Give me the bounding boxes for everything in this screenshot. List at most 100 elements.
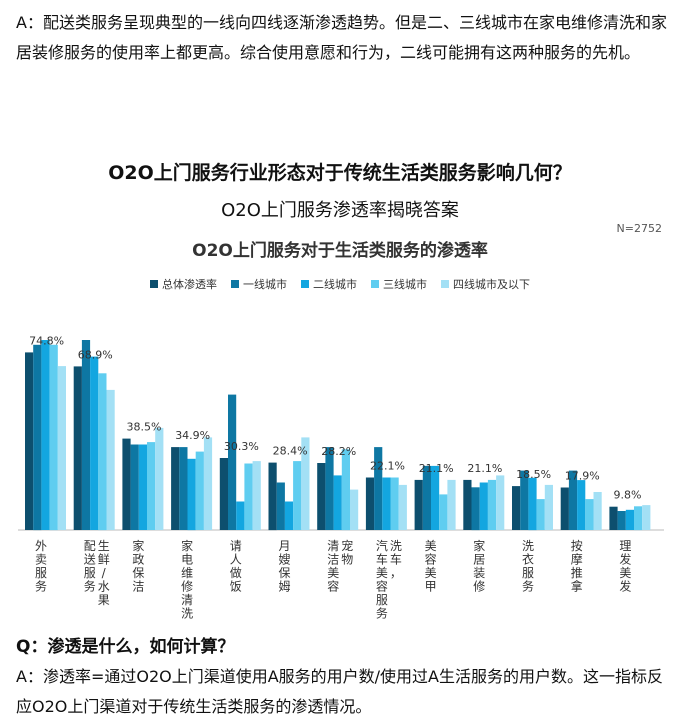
bar (244, 463, 253, 530)
chart-heading: O2O上门服务对于生活类服务的渗透率 (192, 241, 488, 261)
bar (609, 506, 618, 530)
legend-swatch (371, 280, 379, 288)
bar (642, 505, 651, 530)
category-label: 家居装修 (473, 538, 485, 594)
bar (187, 458, 196, 531)
sample-size: N=2752 (616, 222, 662, 235)
bar (228, 394, 237, 530)
bar (301, 437, 310, 530)
bar (293, 461, 302, 530)
bar (325, 447, 334, 530)
bar (520, 470, 529, 530)
bar (463, 479, 472, 530)
bar (33, 344, 42, 531)
category-label: 家电维修清洗 (181, 538, 193, 621)
bar (284, 501, 294, 530)
bar (195, 451, 204, 530)
bar (487, 479, 497, 530)
legend-swatch (231, 280, 239, 288)
bar (634, 506, 643, 531)
bar (57, 366, 66, 530)
category-label: 宠物 (341, 538, 353, 567)
chart-title: O2O上门服务行业形态对于传统生活类服务影响几何？ (108, 162, 572, 184)
legend-label: 一线城市 (243, 278, 287, 291)
data-label: 9.8% (614, 489, 642, 502)
bar (106, 389, 115, 530)
legend-swatch (441, 280, 449, 288)
legend-item: 四线城市及以下 (441, 276, 530, 292)
data-label: 18.5% (516, 468, 551, 481)
bar (219, 458, 228, 530)
category-label: 理发美发 (619, 539, 631, 594)
category-label: 洗衣服务 (522, 539, 534, 594)
legend-item: 一线城市 (231, 276, 287, 292)
chart-subtitle: O2O上门服务渗透率揭晓答案 (221, 200, 459, 221)
legend-item: 总体渗透率 (150, 276, 217, 292)
bar (73, 366, 82, 530)
bar (512, 486, 521, 530)
bar (155, 427, 164, 530)
bar (568, 470, 578, 530)
data-label: 38.5% (127, 421, 162, 434)
bar (203, 437, 213, 530)
bar (252, 461, 261, 530)
legend-label: 三线城市 (383, 278, 427, 291)
bar (414, 479, 423, 530)
bar (49, 344, 58, 531)
bar (130, 444, 139, 530)
bar (122, 438, 131, 530)
bar (374, 447, 383, 530)
bar (625, 509, 634, 530)
bar (479, 482, 488, 530)
bar (341, 449, 350, 531)
bar (147, 442, 156, 530)
legend-swatch (301, 280, 309, 288)
data-label: 68.9% (78, 348, 113, 361)
bar (593, 492, 602, 530)
category-label: 汽车美容服务 (376, 538, 388, 621)
legend-label: 总体渗透率 (162, 278, 217, 291)
answer-paragraph: A：渗透率=通过O2O上门渠道使用A服务的用户数/使用过A生活服务的用户数。这一… (16, 667, 664, 716)
bar (422, 465, 431, 530)
data-label: 22.1% (370, 460, 405, 473)
bar (471, 487, 480, 531)
bar (25, 352, 34, 530)
bar (439, 494, 448, 530)
legend-item: 三线城市 (371, 276, 427, 292)
bar (365, 477, 375, 530)
bar (81, 340, 91, 530)
bar (560, 487, 569, 530)
category-label: 美容美甲 (425, 539, 437, 594)
data-label: 21.1% (419, 462, 454, 475)
category-label: 配送服务 (84, 539, 96, 594)
data-label: 28.2% (321, 445, 356, 458)
bar (268, 462, 277, 531)
category-label: 按摩推拿 (571, 539, 583, 594)
bar (431, 465, 440, 530)
data-label: 74.8% (29, 334, 64, 347)
category-label: 请人做饭 (230, 539, 242, 594)
bar (138, 444, 147, 530)
bar (536, 499, 545, 530)
bar (41, 340, 50, 530)
bar (496, 475, 505, 530)
category-label: 家政保洁 (132, 538, 144, 594)
data-label: 17.9% (565, 470, 600, 483)
bar (447, 479, 456, 530)
bar (98, 373, 107, 531)
bar (236, 501, 245, 530)
legend-swatch (150, 280, 158, 288)
data-label: 28.4% (273, 445, 308, 458)
bar (382, 477, 391, 530)
data-label: 30.3% (224, 440, 259, 453)
bar (333, 475, 342, 530)
category-label: 洗车， (390, 539, 402, 580)
legend-label: 二线城市 (313, 278, 357, 291)
bar (317, 463, 326, 530)
bar (171, 447, 180, 530)
bar (528, 477, 537, 531)
legend-label: 四线城市及以下 (453, 278, 530, 291)
category-label: 生鲜/水果 (98, 539, 110, 607)
bar (350, 489, 359, 530)
